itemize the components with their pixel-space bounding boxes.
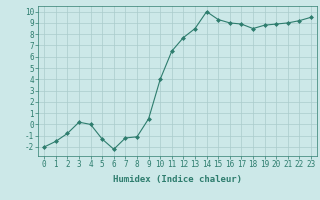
X-axis label: Humidex (Indice chaleur): Humidex (Indice chaleur): [113, 175, 242, 184]
